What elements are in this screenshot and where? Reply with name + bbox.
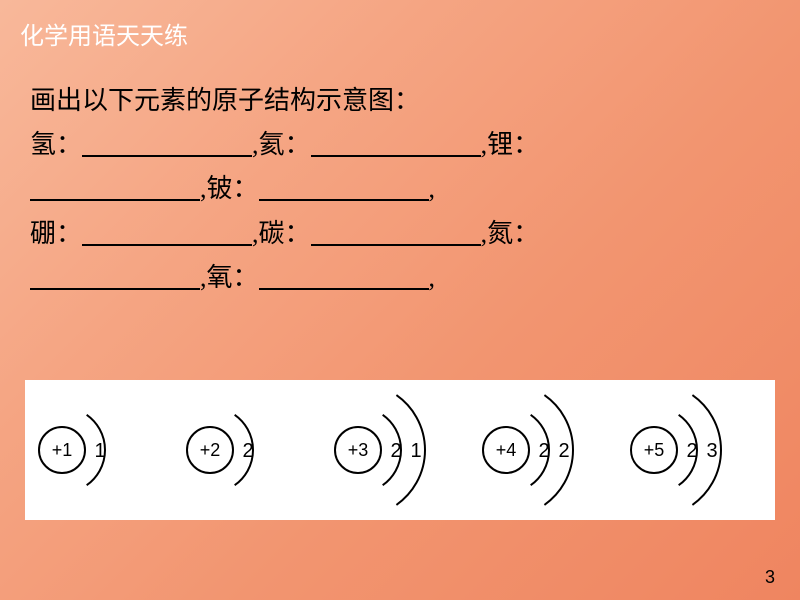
svg-text:1: 1 — [410, 440, 421, 462]
svg-text:3: 3 — [706, 440, 717, 462]
blank — [311, 224, 481, 246]
atom-diagram: +5 23 — [626, 390, 766, 510]
blank — [311, 135, 481, 157]
svg-text:+2: +2 — [200, 440, 221, 460]
atom-diagram: +4 22 — [478, 390, 618, 510]
fill-lines: 氢：,氦：,锂： ,铍：, 硼：,碳：,氮： ,氧：, — [30, 123, 770, 300]
el-nitrogen: 氮 — [487, 219, 513, 248]
atom-diagram: +3 21 — [330, 390, 470, 510]
blank — [30, 268, 200, 290]
instruction-line: 画出以下元素的原子结构示意图： — [30, 79, 770, 123]
page-number: 3 — [765, 567, 775, 588]
svg-text:+1: +1 — [52, 440, 73, 460]
blank — [82, 135, 252, 157]
el-oxygen: 氧 — [207, 263, 233, 292]
el-hydrogen: 氢 — [30, 130, 56, 159]
blank — [259, 179, 429, 201]
atom-diagram: +1 1 — [34, 390, 174, 510]
blank — [82, 224, 252, 246]
svg-text:2: 2 — [558, 440, 569, 462]
blank — [259, 268, 429, 290]
svg-text:2: 2 — [242, 440, 253, 462]
svg-text:2: 2 — [686, 440, 697, 462]
svg-text:+5: +5 — [644, 440, 665, 460]
blank — [30, 179, 200, 201]
atom-diagram: +2 2 — [182, 390, 322, 510]
el-carbon: 碳 — [259, 219, 285, 248]
content-area: 画出以下元素的原子结构示意图： 氢：,氦：,锂： ,铍：, 硼：,碳：,氮： ,… — [0, 59, 800, 300]
svg-text:+3: +3 — [348, 440, 369, 460]
svg-text:+4: +4 — [496, 440, 517, 460]
svg-text:2: 2 — [390, 440, 401, 462]
el-beryllium: 铍 — [207, 174, 233, 203]
el-helium: 氦 — [259, 130, 285, 159]
el-lithium: 锂 — [487, 130, 513, 159]
atom-diagrams: +11+22+321+422+523 — [25, 380, 775, 520]
svg-text:2: 2 — [538, 440, 549, 462]
svg-text:1: 1 — [94, 440, 105, 462]
header-title: 化学用语天天练 — [0, 0, 800, 59]
el-boron: 硼 — [30, 219, 56, 248]
